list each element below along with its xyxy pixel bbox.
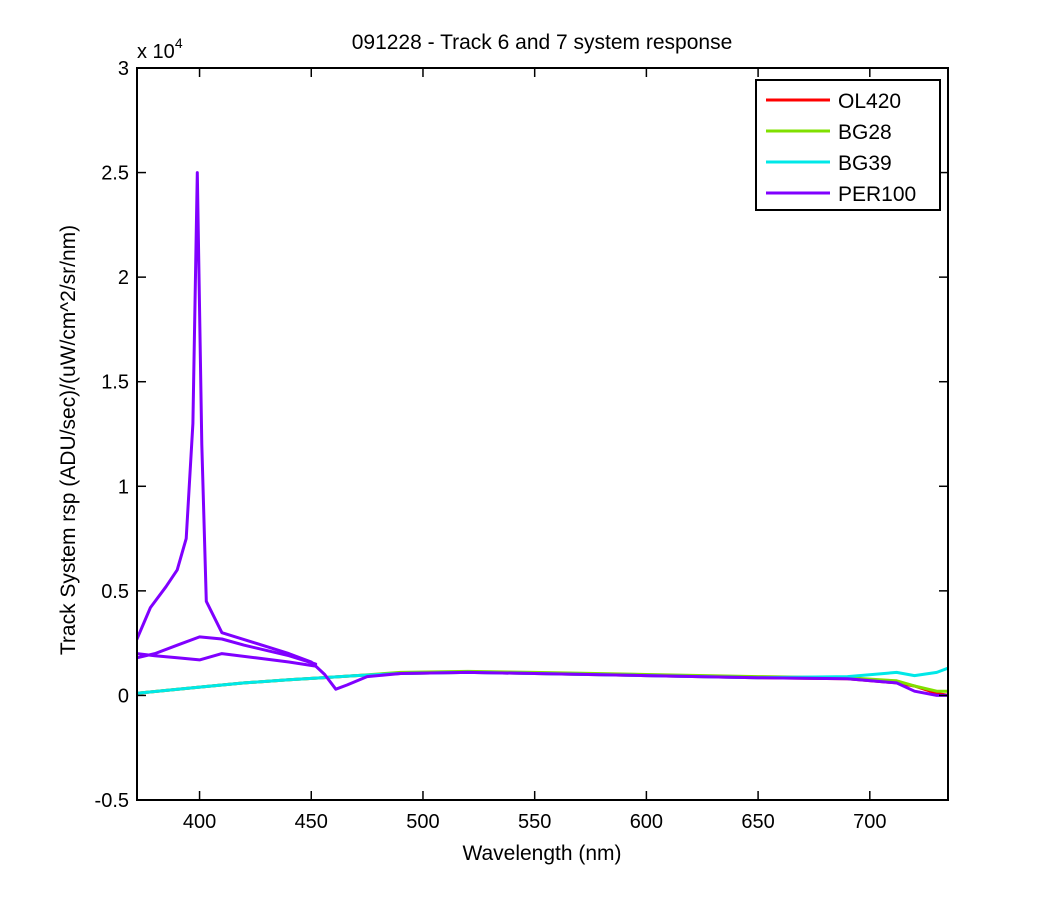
legend-label-bg39: BG39: [838, 152, 892, 175]
y-tick-label: 2.5: [101, 163, 129, 185]
y-tick-label: 1: [118, 476, 129, 498]
x-tick-label: 700: [853, 811, 886, 833]
series-line-per100: [137, 171, 948, 697]
plot-series: [137, 171, 948, 697]
x-tick-label: 600: [630, 811, 663, 833]
y-axis-label: Track System rsp (ADU/sec)/(uW/cm^2/sr/n…: [57, 225, 80, 655]
y-axis-multiplier-exponent: 4: [175, 35, 183, 51]
legend-label-bg28: BG28: [838, 121, 892, 144]
chart-title: 091228 - Track 6 and 7 system response: [352, 31, 733, 54]
legend-label-ol420: OL420: [838, 90, 901, 113]
y-tick-label: -0.5: [95, 790, 129, 812]
x-axis-label: Wavelength (nm): [462, 842, 621, 865]
y-axis-ticks: -0.5 0 0.5 1 1.5 2 2.5 3: [95, 58, 948, 812]
x-tick-label: 650: [741, 811, 774, 833]
x-tick-label: 550: [518, 811, 551, 833]
series-line-per100-extra-5: [137, 652, 318, 668]
x-tick-label: 500: [406, 811, 439, 833]
x-tick-label: 450: [295, 811, 328, 833]
plot-frame: [136, 67, 949, 801]
y-tick-label: 1.5: [101, 372, 129, 394]
series-line-per100-extra-4: [137, 635, 318, 666]
y-axis-multiplier-base: x 10: [137, 41, 175, 63]
y-tick-label: 2: [118, 267, 129, 289]
x-tick-label: 400: [183, 811, 216, 833]
x-axis-ticks: 400 450 500 550 600 650 700: [183, 68, 886, 833]
y-axis-multiplier: x 104: [137, 35, 183, 63]
y-tick-label: 0: [118, 685, 129, 707]
legend-label-per100: PER100: [838, 183, 916, 206]
legend: OL420 BG28 BG39 PER100: [755, 79, 941, 211]
legend-box: [755, 79, 941, 211]
y-tick-label: 3: [118, 58, 129, 80]
y-tick-label: 0.5: [101, 581, 129, 603]
